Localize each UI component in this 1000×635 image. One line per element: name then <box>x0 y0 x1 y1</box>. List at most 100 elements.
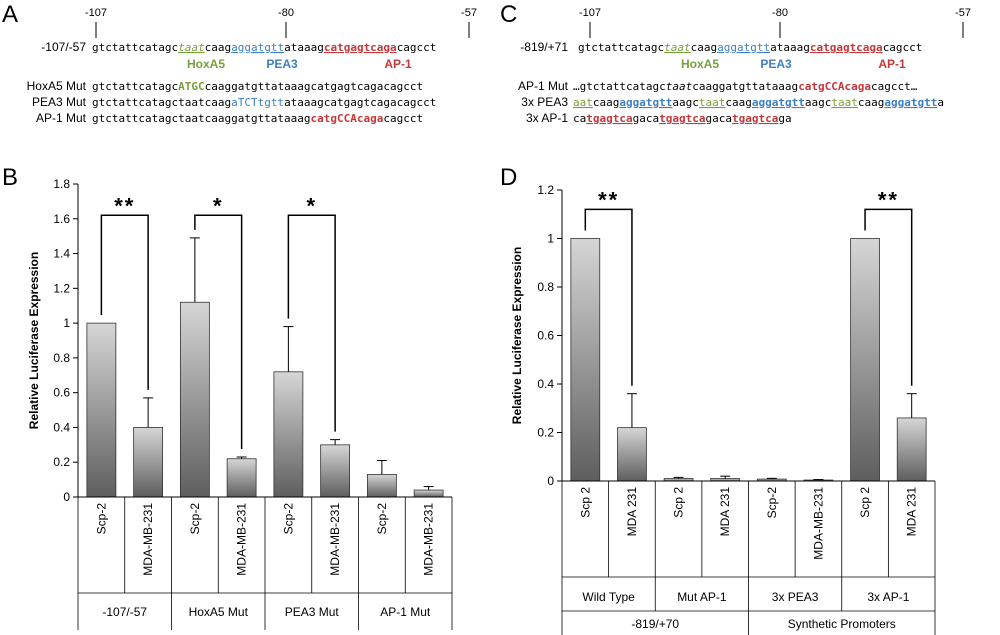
group-label: AP-1 Mut <box>380 605 431 619</box>
group-label: -107/-57 <box>102 605 147 619</box>
significance-label: ** <box>114 193 135 218</box>
sequence-row-label: 3x PEA3 <box>521 95 568 109</box>
y-tick-label: 1.8 <box>53 177 70 191</box>
sequence-segment: cagcct <box>883 41 923 54</box>
y-tick-label: 0.6 <box>537 329 554 343</box>
bar <box>320 444 351 498</box>
y-tick-label: 0.8 <box>537 280 554 294</box>
sequence-segment: gtctattcatagctaatcaaggatgttataaag <box>92 112 311 125</box>
bar <box>133 427 164 498</box>
site-label-ap1: AP-1 <box>878 57 906 71</box>
panel-letter-d: D <box>500 164 517 191</box>
sequence-segment: ATGC <box>178 80 205 93</box>
sequence-segment: catgCCAcaga <box>311 112 384 125</box>
sequence-segment: aagc <box>805 96 832 109</box>
sequence-text: gtctattcatagcATGCcaaggatgttataaagcatgagt… <box>92 80 423 93</box>
sequence-segment: gtctattcatagc <box>92 80 178 93</box>
position-label: -107 <box>579 7 601 19</box>
sequence-segment: gtctattcatagc <box>92 41 178 54</box>
sequence-segment: gtctattcatagc <box>578 41 664 54</box>
group-label: 3x PEA3 <box>772 590 819 604</box>
bar <box>366 473 397 498</box>
sequence-segment: taat <box>699 96 726 109</box>
sequence-text: gtctattcatagctaatcaagaTCTtgttataaagcatga… <box>92 96 436 109</box>
sequence-row-label: AP-1 Mut <box>36 111 87 125</box>
sequence-segment: a <box>937 96 944 109</box>
position-label: -80 <box>772 7 788 19</box>
sequence-segment: aggatgtt <box>619 96 672 109</box>
supergroup-label: Synthetic Promoters <box>788 617 896 631</box>
site-label-pea3: PEA3 <box>266 57 298 71</box>
bar <box>273 371 304 498</box>
sequence-segment: caaggatgttataaagcatgagtcagacagcct <box>205 80 424 93</box>
significance-bracket <box>194 214 243 450</box>
y-tick-label: 0.8 <box>53 351 70 365</box>
y-tick-label: 1.2 <box>537 183 554 197</box>
y-axis-label: Relative Luciferase Expression <box>510 247 524 424</box>
sequence-segment: aggatgtt <box>717 41 770 54</box>
site-label-ap1: AP-1 <box>384 57 412 71</box>
x-tick-label: MDA 231 <box>718 487 732 537</box>
significance-label: * <box>213 193 224 218</box>
panel-letter-b: B <box>2 164 18 191</box>
sequence-segment: tgagtca <box>732 112 778 125</box>
significance-bracket <box>100 214 149 390</box>
y-tick-label: 1.6 <box>53 212 70 226</box>
x-tick-label: Scp-2 <box>188 503 202 535</box>
y-tick-label: 0.2 <box>53 455 70 469</box>
sequence-segment: caaggatgttataaag <box>692 80 798 93</box>
x-tick-label: Scp-2 <box>281 503 295 535</box>
sequence-text: catgagtcagacatgagtcagacatgagtcaga <box>573 112 792 125</box>
x-tick-label: MDA-MB-231 <box>235 503 249 576</box>
sequence-segment: aTCTtgtt <box>231 96 284 109</box>
sequence-row-label: 3x AP-1 <box>526 111 568 125</box>
sequence-segment: gaca <box>633 112 660 125</box>
sequence-segment: aggatgtt <box>884 96 937 109</box>
sequence-segment: taat <box>178 41 205 54</box>
site-label-hoxa5: HoxA5 <box>681 57 719 71</box>
sequence-text: gtctattcatagctaatcaagaggatgttataaagcatga… <box>92 41 436 54</box>
bar-chart-d: 0 0.2 0.4 0.6 0.8 1 1.2 Relative Luciferase Exp… <box>510 183 936 635</box>
sequence-segment: caag <box>205 41 232 54</box>
sequence-segment: ataaag <box>770 41 810 54</box>
sequence-segment: ga <box>778 112 791 125</box>
sequence-segment: cagcct <box>383 112 423 125</box>
y-tick-label: 0.2 <box>537 426 554 440</box>
significance-label: ** <box>598 187 619 212</box>
sequence-segment: catgCCAcaga <box>798 80 871 93</box>
y-tick-label: 0 <box>63 490 70 504</box>
sequence-segment: aagc <box>672 96 699 109</box>
site-label-hoxa5: HoxA5 <box>187 57 225 71</box>
x-tick-label: Scp-2 <box>375 503 389 535</box>
position-label: -57 <box>461 7 477 19</box>
y-tick-label: 1 <box>63 316 70 330</box>
position-label: -57 <box>955 7 971 19</box>
sequence-row-label: HoxA5 Mut <box>27 79 87 93</box>
sequence-segment: ca <box>573 112 586 125</box>
bar <box>570 238 601 482</box>
sequence-row-label: -107/-57 <box>41 40 86 54</box>
x-tick-label: Scp 2 <box>858 487 872 518</box>
y-tick-label: 0 <box>547 474 554 488</box>
sequence-segment: cagcct <box>397 41 437 54</box>
group-label: Mut AP-1 <box>677 590 727 604</box>
x-tick-label: MDA 231 <box>625 487 639 537</box>
sequence-segment: gtctattcatagctaatcaag <box>92 96 231 109</box>
bar <box>617 427 647 482</box>
x-tick-label: MDA-MB-231 <box>422 503 436 576</box>
sequence-segment: caag <box>593 96 620 109</box>
x-tick-label: MDA-MB-231 <box>328 503 342 576</box>
group-label: PEA3 Mut <box>285 605 340 619</box>
sequence-segment: taat <box>664 41 691 54</box>
sequence-segment: taat <box>831 96 858 109</box>
bar-chart-b: 0 0.2 0.4 0.6 0.8 1 1.2 1.4 1.6 1.8 Relative Lucif… <box>27 177 453 630</box>
x-tick-label: Scp-2 <box>765 487 779 519</box>
supergroup-label: -819/+70 <box>631 617 679 631</box>
bar <box>179 301 210 498</box>
significance-label: ** <box>878 187 899 212</box>
y-tick-label: 0.6 <box>53 386 70 400</box>
y-tick-label: 0.4 <box>53 420 70 434</box>
group-label: 3x AP-1 <box>867 590 909 604</box>
bar <box>413 489 444 498</box>
